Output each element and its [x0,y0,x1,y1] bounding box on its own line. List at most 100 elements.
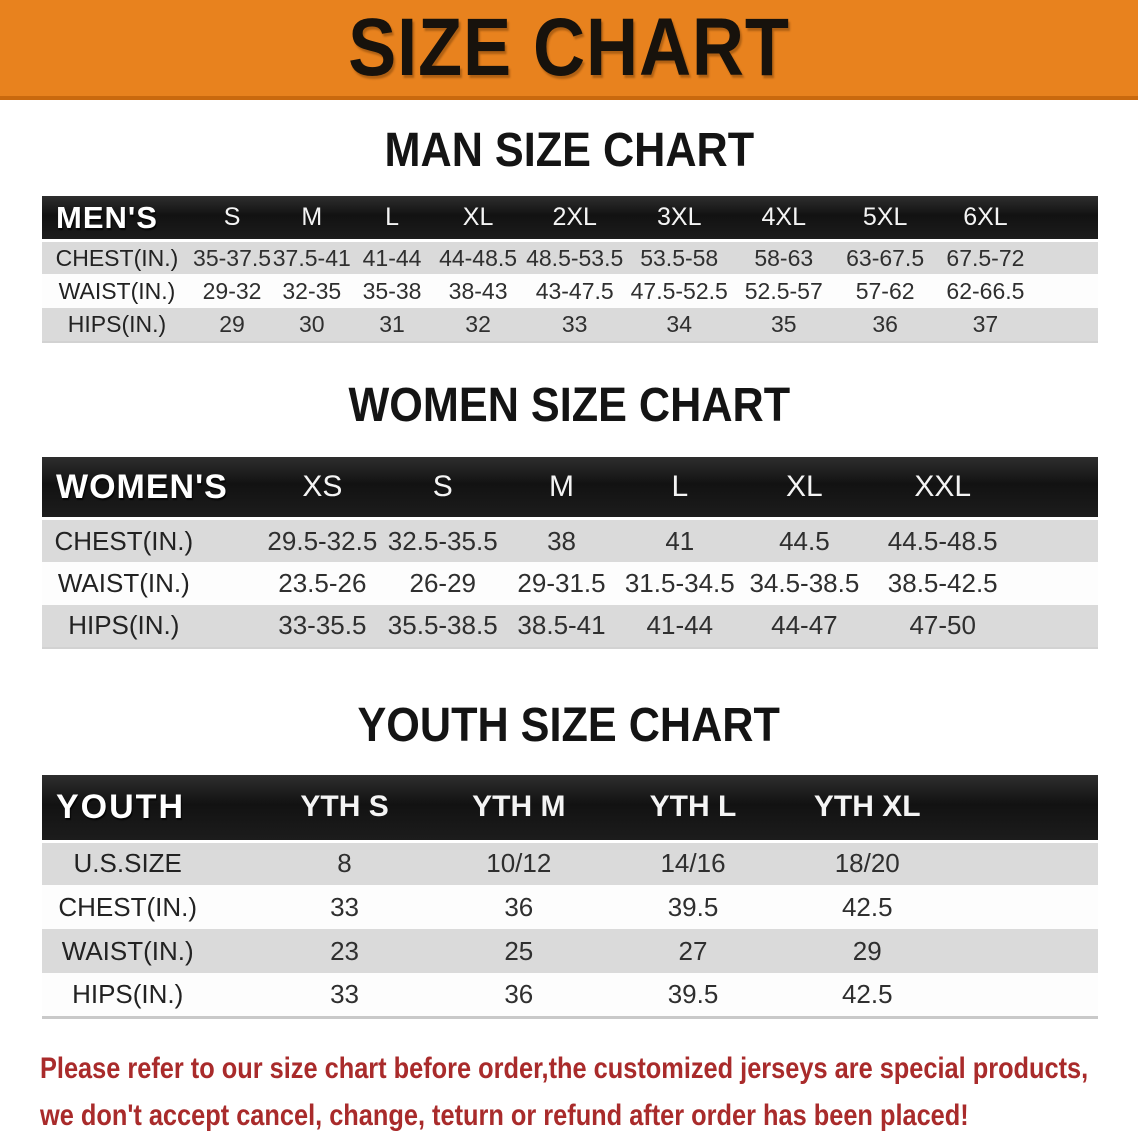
women-col-header: XXL [869,456,1016,521]
disclaimer-line1: Please refer to our size chart before or… [40,1051,1089,1085]
youth-col-header: YTH S [257,775,432,843]
size-cell: 37 [972,311,999,338]
size-cell: 38.5-42.5 [887,567,998,598]
men-heading: MAN SIZE CHART [384,124,754,177]
men-waist-row: WAIST(IN.) 29-32 32-35 35-38 38-43 43-47… [42,274,1098,309]
men-table-corner: MEN'S [42,196,192,242]
size-cell: 44-48.5 [439,244,518,271]
size-cell: 41-44 [362,244,422,271]
size-cell: 43-47.5 [535,277,614,304]
size-cell: 67.5-72 [946,244,1025,271]
size-cell: 42.5 [841,978,893,1009]
spacer-cell [1036,308,1098,342]
youth-hips-row: HIPS(IN.) 33 36 39.5 42.5 [42,973,1098,1018]
size-cell: 42.5 [841,891,893,922]
size-cell: 33 [330,891,359,922]
women-header-row: WOMEN'S XS S M L XL XXL [42,456,1098,521]
size-cell: 48.5-53.5 [526,244,624,271]
men-hips-row: HIPS(IN.) 29 30 31 32 33 34 35 36 37 [42,308,1098,343]
size-cell: 41-44 [646,610,714,641]
size-cell: 53.5-58 [640,244,719,271]
size-cell: 29 [219,311,245,338]
size-cell: 30 [298,311,325,338]
spacer-cell [1016,562,1098,605]
row-label: HIPS(IN.) [72,978,184,1009]
youth-waist-row: WAIST(IN.) 23 25 27 29 [42,929,1098,974]
size-cell: 62-66.5 [946,277,1025,304]
men-col-header: S [191,196,273,242]
men-col-header: M [272,196,352,242]
row-label: CHEST(IN.) [58,891,198,922]
row-label: WAIST(IN.) [57,567,190,598]
size-cell: 47.5-52.5 [630,277,728,304]
women-section: WOMEN SIZE CHART WOMEN'S XS S M L XL XXL… [0,380,1138,649]
size-cell: 33 [330,978,359,1009]
youth-col-header: YTH XL [780,775,955,843]
banner: SIZE CHART [0,0,1138,100]
spacer-cell [954,929,1098,973]
women-col-header: S [383,456,503,521]
size-cell: 23.5-26 [278,567,367,598]
size-cell: 29 [852,935,882,966]
size-cell: 10/12 [486,848,552,879]
disclaimer: Please refer to our size chart before or… [40,1045,1138,1139]
size-cell: 26-29 [409,567,476,598]
youth-heading: YOUTH SIZE CHART [357,698,781,752]
size-cell: 33 [561,311,588,338]
spacer-cell [954,841,1098,885]
spacer-cell [954,973,1098,1017]
size-cell: 33-35.5 [278,610,367,641]
women-size-table: WOMEN'S XS S M L XL XXL CHEST(IN.) 29.5-… [42,456,1098,649]
size-cell: 39.5 [667,891,719,922]
size-cell: 14/16 [660,848,726,879]
size-cell: 37.5-41 [272,244,351,271]
size-cell: 58-63 [754,244,814,271]
women-col-header: XS [261,456,384,521]
youth-header-row: YOUTH YTH S YTH M YTH L YTH XL [42,775,1098,843]
men-col-header: 6XL [935,196,1036,242]
size-cell: 36 [504,891,534,922]
youth-col-header: YTH M [431,775,606,843]
size-cell: 18/20 [834,848,900,879]
size-cell: 23 [330,935,359,966]
men-header-spacer [1035,196,1098,242]
youth-col-header: YTH L [605,775,781,843]
size-cell: 25 [504,935,534,966]
row-label: HIPS(IN.) [67,311,167,338]
size-cell: 32-35 [282,277,342,304]
men-col-header: 2XL [523,196,626,242]
women-col-header: M [502,456,621,521]
size-cell: 32.5-35.5 [387,525,498,556]
size-cell: 39.5 [667,978,719,1009]
spacer-cell [1036,240,1098,274]
spacer-cell [954,885,1098,929]
size-cell: 52.5-57 [744,277,823,304]
youth-chest-row: CHEST(IN.) 33 36 39.5 42.5 [42,885,1098,930]
men-chest-row: CHEST(IN.) 35-37.5 37.5-41 41-44 44-48.5… [42,240,1098,275]
size-cell: 35 [770,311,797,338]
size-cell: 29-31.5 [517,567,606,598]
size-cell: 36 [872,311,898,338]
size-cell: 35.5-38.5 [387,610,498,641]
size-cell: 34.5-38.5 [749,567,860,598]
row-label: HIPS(IN.) [68,610,180,641]
spacer-cell [1016,519,1098,562]
size-cell: 31.5-34.5 [624,567,735,598]
size-cell: 44-47 [771,610,838,641]
men-col-header: L [351,196,433,242]
size-cell: 27 [678,935,708,966]
women-hips-row: HIPS(IN.) 33-35.5 35.5-38.5 38.5-41 41-4… [42,604,1098,648]
size-cell: 35-37.5 [193,244,272,271]
row-label: WAIST(IN.) [58,277,176,304]
men-size-table: MEN'S S M L XL 2XL 3XL 4XL 5XL 6XL CHEST… [42,196,1098,343]
size-cell: 36 [504,978,534,1009]
women-chest-row: CHEST(IN.) 29.5-32.5 32.5-35.5 38 41 44.… [42,518,1098,562]
size-cell: 44.5 [779,525,830,556]
size-cell: 35-38 [362,277,422,304]
size-cell: 38-43 [448,277,508,304]
men-col-header: 3XL [625,196,733,242]
size-cell: 8 [337,848,352,879]
size-cell: 31 [379,311,405,338]
size-cell: 41 [665,525,695,556]
size-cell: 32 [465,311,491,338]
